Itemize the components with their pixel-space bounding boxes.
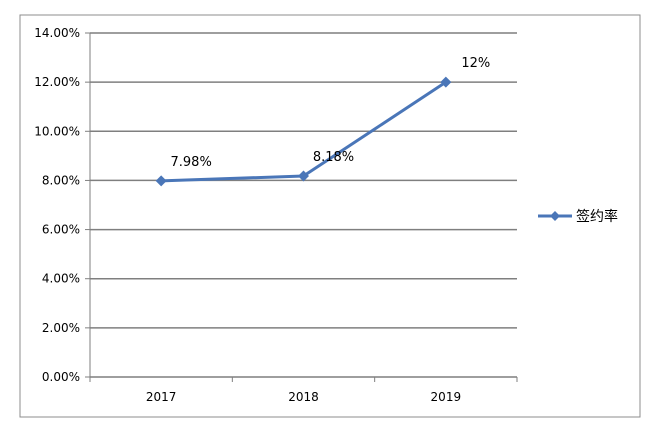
axes bbox=[85, 32, 518, 382]
y-tick-label: 0.00% bbox=[42, 370, 80, 384]
data-label: 7.98% bbox=[171, 155, 212, 170]
data-labels: 7.98% 8.18% 12% bbox=[171, 56, 491, 170]
data-label: 8.18% bbox=[313, 150, 354, 165]
legend-label: 签约率 bbox=[576, 208, 618, 225]
x-tick-label: 2018 bbox=[288, 390, 319, 404]
legend-diamond-icon bbox=[550, 211, 560, 221]
x-tick-labels: 2017 2018 2019 bbox=[146, 390, 461, 404]
y-tick-label: 14.00% bbox=[34, 26, 80, 40]
y-tick-label: 10.00% bbox=[34, 124, 80, 138]
legend: 签约率 bbox=[538, 208, 618, 225]
x-tick-label: 2019 bbox=[431, 390, 462, 404]
y-tick-label: 12.00% bbox=[34, 75, 80, 89]
y-tick-label: 8.00% bbox=[42, 173, 80, 187]
x-tick-label: 2017 bbox=[146, 390, 177, 404]
y-tick-label: 6.00% bbox=[42, 223, 80, 237]
y-tick-label: 2.00% bbox=[42, 321, 80, 335]
data-point-marker bbox=[440, 76, 452, 88]
series-markers bbox=[155, 76, 452, 187]
data-label: 12% bbox=[461, 56, 490, 71]
data-point-marker bbox=[298, 170, 309, 182]
y-tick-labels: 0.00% 2.00% 4.00% 6.00% 8.00% 10.00% 12.00% 14.… bbox=[34, 26, 80, 384]
y-tick-label: 4.00% bbox=[42, 272, 80, 286]
data-point-marker bbox=[155, 175, 167, 187]
